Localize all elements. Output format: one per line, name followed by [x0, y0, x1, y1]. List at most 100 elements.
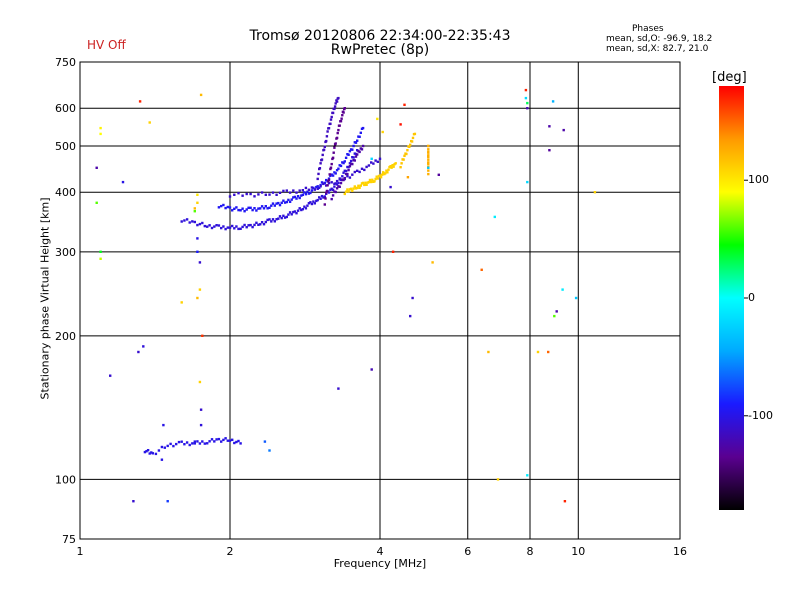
- echo-point: [239, 209, 242, 212]
- echo-point: [351, 156, 354, 159]
- echo-point: [303, 205, 306, 208]
- echo-point: [356, 153, 359, 156]
- echo-point: [358, 186, 361, 189]
- echo-point: [333, 182, 336, 185]
- echo-point: [253, 223, 256, 227]
- echo-point: [331, 174, 335, 177]
- echo-point: [316, 198, 319, 202]
- echo-point: [213, 225, 216, 228]
- echo-point: [280, 216, 283, 220]
- colorbar-label: [deg]: [712, 70, 747, 85]
- echo-point: [222, 438, 225, 442]
- chart-title: Tromsø 20120806 22:34:00-22:35:43: [249, 28, 511, 44]
- echo-point: [257, 193, 260, 196]
- echo-point: [325, 135, 329, 138]
- scatter-point: [548, 149, 551, 152]
- echo-point: [321, 153, 324, 157]
- scatter-point: [547, 350, 550, 354]
- echo-point: [201, 221, 204, 225]
- axes-frame: [79, 61, 681, 540]
- echo-point: [337, 185, 340, 188]
- echo-point: [363, 168, 366, 172]
- echo-point: [371, 178, 374, 181]
- echo-point: [346, 172, 349, 176]
- echo-point: [405, 152, 408, 156]
- echo-point: [337, 181, 340, 185]
- echo-point: [319, 185, 322, 188]
- scatter-point: [196, 250, 199, 253]
- echo-point: [338, 164, 341, 167]
- scatter-point: [199, 423, 203, 427]
- echo-point: [220, 226, 223, 230]
- echo-point: [271, 218, 275, 221]
- echo-point: [306, 204, 309, 207]
- echo-point: [239, 227, 242, 230]
- scatter-point: [196, 193, 199, 196]
- echo-point: [203, 442, 206, 445]
- echo-point: [298, 189, 301, 192]
- scatter-point: [555, 310, 558, 313]
- scatter-point: [526, 474, 529, 477]
- scatter-point: [411, 296, 414, 300]
- echo-point: [301, 189, 304, 192]
- echo-point: [382, 171, 385, 174]
- echo-point: [342, 171, 345, 174]
- echo-point: [228, 195, 232, 198]
- echo-point: [290, 198, 293, 201]
- scatter-point: [196, 237, 199, 240]
- echo-point: [316, 177, 319, 181]
- y-axis-label: Stationary phase Virtual Height [km]: [38, 197, 52, 400]
- echo-point: [320, 181, 324, 184]
- echo-point: [319, 197, 322, 200]
- x-tick-label: 16: [673, 545, 687, 558]
- scatter-point: [526, 107, 529, 110]
- echo-point: [283, 216, 287, 219]
- echo-point: [185, 218, 189, 221]
- echo-point: [307, 192, 311, 195]
- echo-point: [329, 167, 332, 171]
- scatter-point: [389, 185, 392, 189]
- echo-point: [143, 450, 147, 454]
- echo-point: [356, 186, 359, 190]
- echo-point: [193, 220, 196, 224]
- echo-point: [400, 162, 403, 165]
- echo-point: [335, 179, 339, 183]
- echo-point: [201, 440, 204, 443]
- echo-point: [372, 162, 375, 165]
- scatter-point: [121, 180, 125, 184]
- echo-point: [354, 155, 358, 158]
- echo-point: [353, 159, 356, 162]
- y-tick-label: 100: [55, 473, 76, 486]
- echo-point: [266, 218, 269, 222]
- echo-point: [231, 209, 234, 212]
- data-points: [95, 88, 597, 503]
- echo-point: [386, 171, 389, 174]
- echo-point: [287, 198, 290, 202]
- echo-point: [351, 173, 354, 176]
- echo-point: [224, 227, 227, 231]
- colorbar-tick-label: 0: [748, 291, 755, 304]
- echo-point: [193, 442, 196, 445]
- echo-point: [344, 172, 348, 176]
- echo-point: [180, 220, 183, 223]
- echo-point: [374, 159, 377, 162]
- echo-point: [326, 130, 329, 133]
- echo-point: [427, 151, 430, 154]
- echo-point: [198, 222, 202, 226]
- echo-point: [318, 167, 322, 170]
- echo-point: [381, 173, 384, 176]
- echo-point: [257, 223, 260, 226]
- colorbar-tick-label: 100: [748, 173, 769, 187]
- scatter-point: [198, 380, 202, 384]
- echo-point: [217, 224, 221, 227]
- echo-point: [303, 191, 306, 194]
- echo-point: [222, 225, 225, 228]
- echo-point: [410, 140, 414, 143]
- echo-point: [282, 189, 285, 193]
- echo-point: [359, 131, 362, 134]
- echo-point: [259, 223, 262, 226]
- echo-point: [300, 208, 303, 212]
- echo-point: [427, 169, 430, 172]
- echo-point: [333, 185, 336, 188]
